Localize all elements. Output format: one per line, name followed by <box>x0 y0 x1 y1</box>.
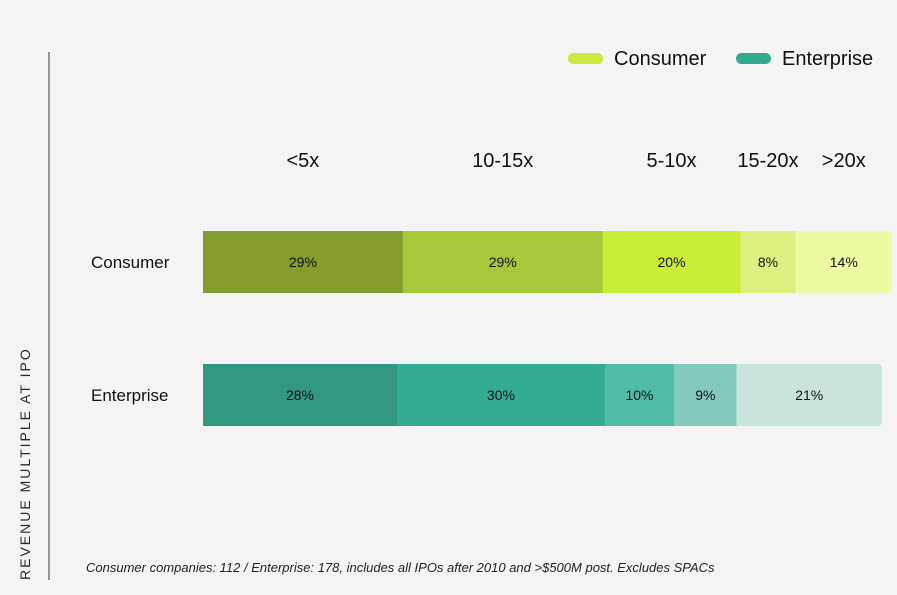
row-label-enterprise: Enterprise <box>91 386 168 405</box>
legend-label-consumer: Consumer <box>614 48 707 70</box>
category-label-4: 15-20x <box>737 150 798 172</box>
legend: Consumer Enterprise <box>568 48 873 70</box>
category-label-3: 5-10x <box>647 150 697 172</box>
bar-segment-consumer-3 <box>602 231 741 293</box>
bar-segment-consumer-4 <box>740 231 797 293</box>
bar-segment-enterprise-2 <box>397 364 606 426</box>
row-label-consumer: Consumer <box>91 253 170 272</box>
data-label-enterprise-2: 30% <box>487 387 515 403</box>
category-label-2: 10-15x <box>472 150 533 172</box>
data-label-enterprise-3: 10% <box>625 387 653 403</box>
legend-swatch-consumer <box>568 53 603 64</box>
data-label-consumer-5: 14% <box>830 254 858 270</box>
data-label-enterprise-1: 28% <box>286 387 314 403</box>
bar-segment-enterprise-3 <box>604 364 675 426</box>
bar-segment-consumer-5 <box>795 231 888 293</box>
legend-swatch-enterprise <box>736 53 771 64</box>
data-label-consumer-2: 29% <box>489 254 517 270</box>
data-label-consumer-1: 29% <box>289 254 317 270</box>
row-labels: Consumer Enterprise <box>91 253 170 405</box>
category-label-1: <5x <box>286 150 319 172</box>
bar-segment-enterprise-1 <box>203 364 398 426</box>
bar-segment-enterprise-5 <box>736 364 878 426</box>
data-label-enterprise-4: 9% <box>695 387 715 403</box>
bar-segment-enterprise-4 <box>674 364 737 426</box>
data-label-consumer-3: 20% <box>658 254 686 270</box>
category-label-5: >20x <box>822 150 866 172</box>
data-label-enterprise-5: 21% <box>795 387 823 403</box>
footnote: Consumer companies: 112 / Enterprise: 17… <box>86 560 715 575</box>
data-label-consumer-4: 8% <box>758 254 778 270</box>
legend-label-enterprise: Enterprise <box>782 48 873 70</box>
bar-segment-consumer-1 <box>203 231 404 293</box>
y-axis-label: REVENUE MULTIPLE AT IPO <box>17 347 33 580</box>
bar-segment-consumer-2 <box>402 231 604 293</box>
category-labels: <5x 10-15x 5-10x 15-20x >20x <box>286 150 865 172</box>
bars: 29% 29% 20% 8% 14% 28% 30% 10% 9% 21% <box>203 231 892 426</box>
